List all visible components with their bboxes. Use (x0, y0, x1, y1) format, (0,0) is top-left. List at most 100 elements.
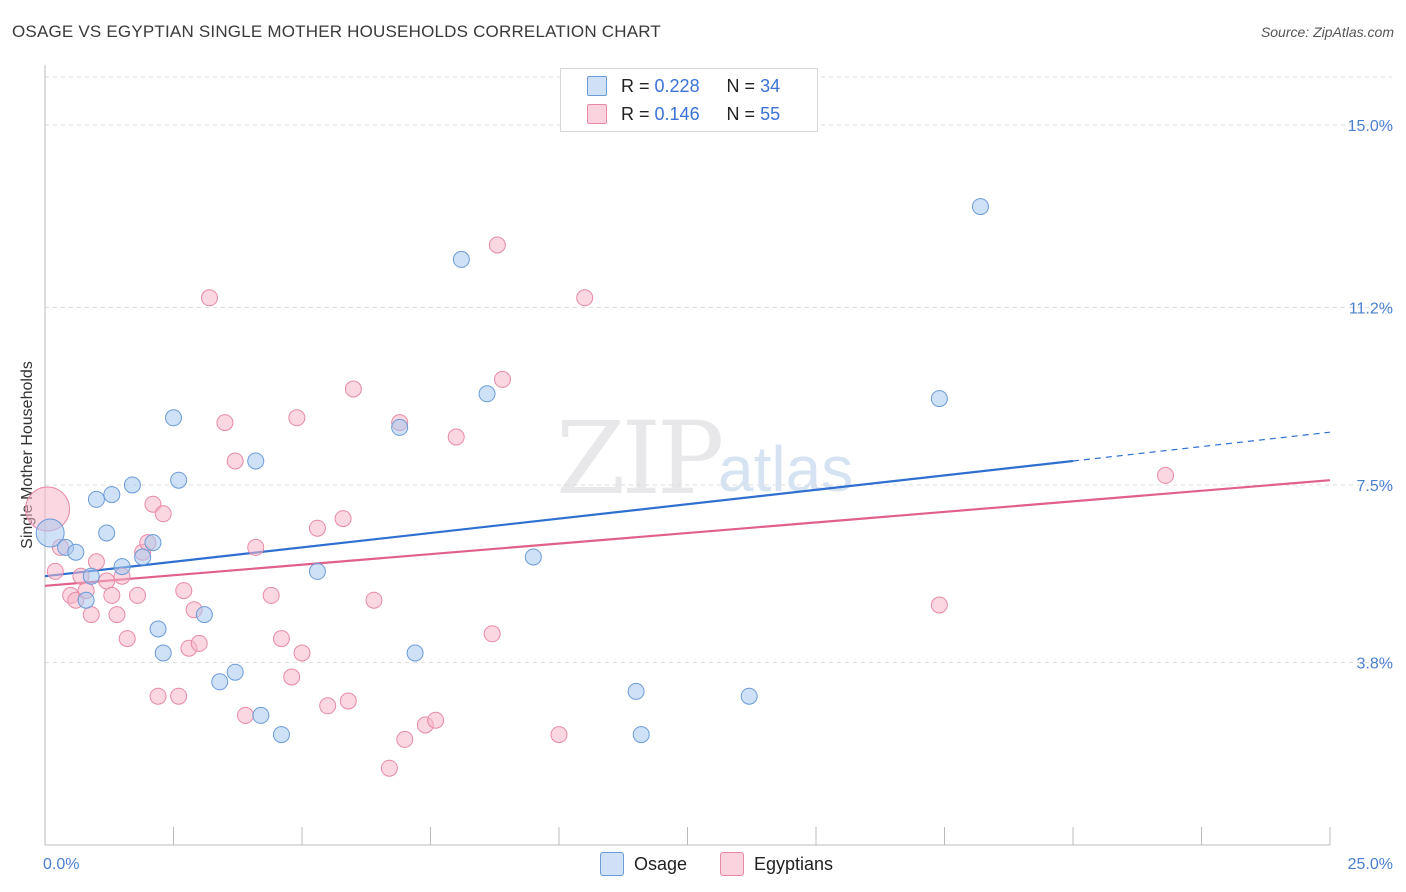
y-tick-label: 11.2% (1349, 300, 1393, 317)
point-osage (77, 591, 95, 609)
point-osage (113, 558, 131, 576)
trend-line-osage (44, 459, 1074, 578)
legend-r-value: 0.146 (654, 103, 700, 124)
point-egyptians (108, 606, 126, 624)
chart-title: OSAGE VS EGYPTIAN SINGLE MOTHER HOUSEHOL… (12, 22, 661, 41)
point-osage (211, 673, 229, 691)
point-egyptians (262, 586, 280, 604)
legend-swatch-osage (587, 76, 607, 96)
point-egyptians (427, 711, 445, 729)
point-egyptians (396, 730, 414, 748)
point-osage (149, 620, 167, 638)
point-osage (87, 490, 105, 508)
osage-label: Osage (634, 853, 688, 874)
legend-n-value: 55 (760, 103, 781, 124)
point-osage (740, 687, 758, 705)
point-egyptians (87, 553, 105, 571)
point-egyptians (365, 591, 383, 609)
point-osage (272, 726, 290, 744)
legend-n-value: 34 (760, 75, 781, 96)
point-osage (632, 726, 650, 744)
egyptians-label: Egyptians (754, 853, 834, 874)
point-egyptians (339, 692, 357, 710)
bottom-legend-osage[interactable]: Osage (600, 852, 687, 876)
point-egyptians (149, 687, 167, 705)
legend-r-label: R = (621, 75, 650, 96)
point-osage (103, 486, 121, 504)
point-osage (627, 682, 645, 700)
point-egyptians (283, 668, 301, 686)
y-tick-label: 15.0% (1348, 118, 1393, 135)
point-egyptians (236, 706, 254, 724)
point-egyptians (98, 572, 116, 590)
point-egyptians (576, 289, 594, 307)
point-osage (971, 198, 989, 216)
point-egyptians (190, 634, 208, 652)
point-egyptians (488, 236, 506, 254)
point-osage (165, 409, 182, 427)
point-egyptians (118, 630, 136, 648)
trend-lines (44, 431, 1331, 587)
point-egyptians (154, 505, 172, 523)
trend-line-extension (1072, 431, 1331, 462)
legend-row-osage: R = 0.228 N = 34 (587, 75, 780, 97)
point-egyptians (46, 562, 64, 580)
point-osage (308, 562, 326, 580)
point-osage (123, 476, 141, 494)
point-osage (195, 606, 213, 624)
point-osage (170, 471, 188, 489)
axes (44, 65, 1331, 846)
point-osage (134, 548, 152, 566)
osage-swatch (600, 852, 624, 876)
point-egyptians (550, 726, 568, 744)
legend-n-label: N = (726, 75, 756, 96)
point-egyptians (293, 644, 311, 662)
point-osage (391, 418, 409, 436)
point-osage (67, 543, 85, 561)
point-egyptians (483, 625, 501, 643)
point-osage (478, 385, 496, 403)
legend: R = 0.228 N = 34 R = 0.146 N = 55 (560, 68, 818, 132)
point-osage (154, 644, 172, 662)
point-osage (247, 452, 265, 470)
point-osage (252, 706, 270, 724)
point-egyptians (319, 697, 337, 715)
point-osage (82, 567, 100, 585)
trend-line-egyptians (44, 479, 1331, 587)
point-egyptians (1157, 466, 1175, 484)
point-osage (406, 644, 424, 662)
point-osage (98, 524, 116, 542)
legend-r-value: 0.228 (654, 75, 700, 96)
point-osage (226, 663, 244, 681)
point-egyptians (447, 428, 465, 446)
y-tick-label: 3.8% (1357, 656, 1393, 673)
egyptians-swatch (720, 852, 744, 876)
point-egyptians (82, 606, 100, 624)
watermark-zip: ZIP (556, 400, 724, 517)
point-egyptians (129, 586, 147, 604)
tick-labels: 3.8% 7.5% 11.2% 15.0% 0.0% 25.0% (43, 118, 1393, 873)
point-egyptians (344, 380, 362, 398)
bottom-legend-egyptians[interactable]: Egyptians (720, 852, 833, 876)
legend-row-egyptians: R = 0.146 N = 55 (587, 103, 780, 125)
point-osage (452, 250, 470, 268)
grid-lines (45, 76, 1392, 664)
point-osage (144, 534, 162, 552)
legend-swatch-egyptians (587, 104, 607, 124)
point-osage (35, 518, 65, 548)
point-egyptians (930, 596, 948, 614)
point-egyptians (226, 452, 244, 470)
point-egyptians (334, 510, 352, 528)
point-egyptians (103, 586, 121, 604)
point-egyptians (200, 289, 218, 307)
point-osage (524, 548, 542, 566)
x-tick-label: 25.0% (1348, 856, 1393, 873)
legend-r-label: R = (621, 103, 650, 124)
y-tick-label: 7.5% (1357, 478, 1393, 495)
data-points (25, 198, 1175, 777)
point-egyptians (493, 370, 511, 388)
x-tick-label: 0.0% (43, 856, 79, 873)
point-egyptians (216, 414, 234, 432)
point-egyptians (288, 409, 306, 427)
